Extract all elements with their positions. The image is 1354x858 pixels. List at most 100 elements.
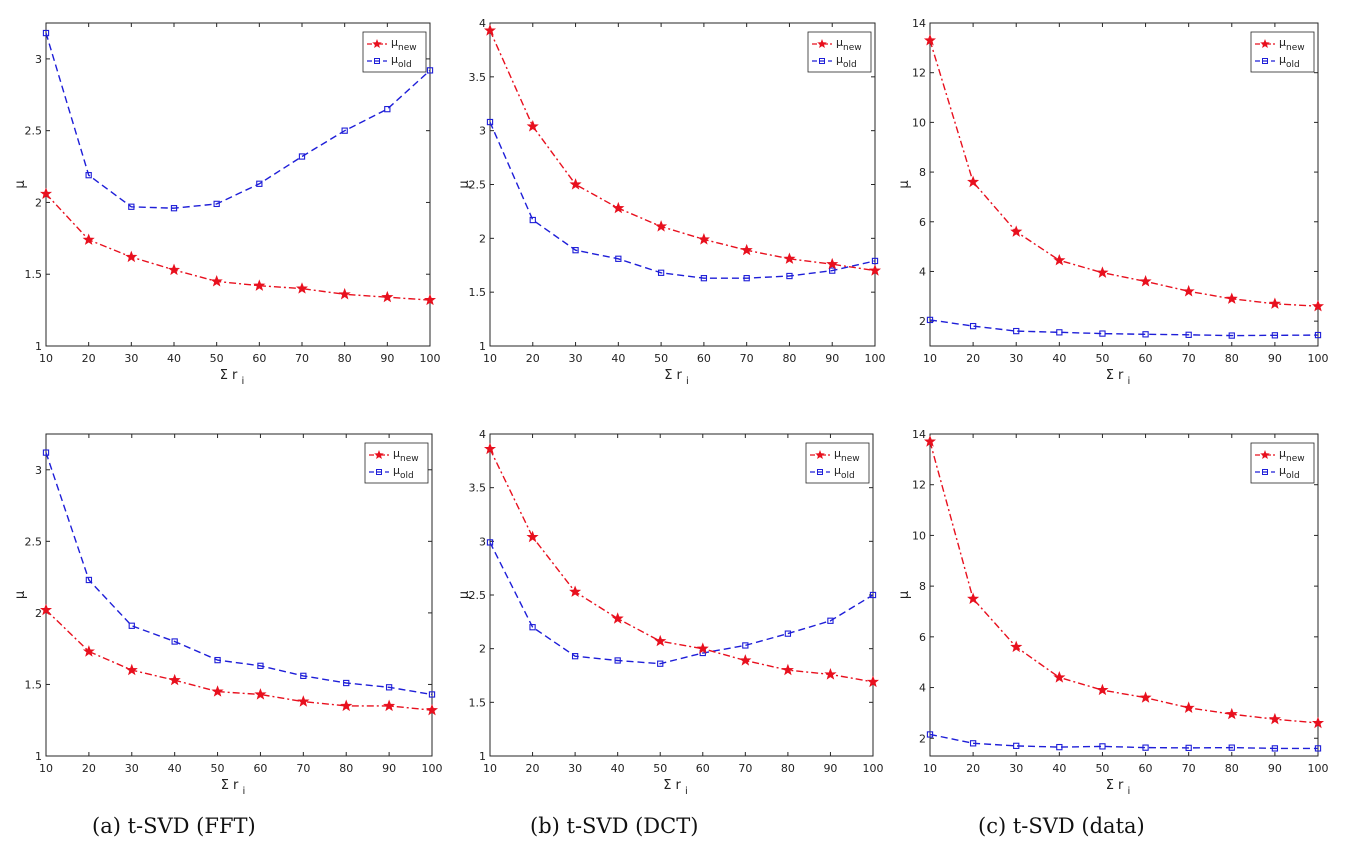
data-point-new <box>1225 707 1238 720</box>
x-tick-label: 90 <box>380 352 394 365</box>
x-tick-label: 90 <box>1268 762 1282 775</box>
data-point-old <box>428 691 436 698</box>
data-point-old <box>742 642 749 649</box>
x-tick-label: 90 <box>382 762 396 775</box>
data-point-old <box>298 153 306 160</box>
data-point-new <box>254 688 267 700</box>
x-tick-label: 80 <box>338 352 352 365</box>
x-tick-label: 90 <box>823 762 837 775</box>
legend-label-new: μnew <box>391 36 417 53</box>
x-tick-label: 10 <box>923 762 937 775</box>
legend-box <box>364 442 429 484</box>
data-point-new <box>740 243 753 256</box>
data-point-new <box>1182 284 1195 297</box>
data-point-new <box>340 699 353 712</box>
data-point-new <box>1096 683 1109 696</box>
x-tick-label: 80 <box>1225 352 1239 365</box>
data-point-old <box>426 67 434 74</box>
series-line-new <box>489 30 876 272</box>
data-point-old <box>1314 331 1322 339</box>
x-tick-label: 60 <box>252 352 266 365</box>
plot-frame <box>929 22 1319 347</box>
data-point-old <box>1228 744 1235 751</box>
data-point-new <box>210 275 223 287</box>
data-point-new <box>125 663 138 676</box>
legend-box <box>805 442 870 484</box>
legend-label-old: μold <box>836 53 857 70</box>
data-point-new <box>1268 297 1281 309</box>
plot-frame <box>489 22 876 347</box>
data-point-old <box>571 653 579 660</box>
data-point-old <box>42 449 50 456</box>
data-point-old <box>1185 331 1192 338</box>
x-tick-label: 100 <box>420 352 441 365</box>
legend-label-new: μnew <box>834 447 860 464</box>
data-point-new <box>1010 225 1023 237</box>
data-point-new <box>1053 671 1066 683</box>
x-tick-label: 100 <box>863 762 884 775</box>
data-point-new <box>338 287 351 300</box>
caption-fft: (a) t-SVD (FFT) <box>92 814 256 838</box>
data-point-old <box>1099 743 1106 750</box>
data-point-new <box>739 654 752 666</box>
y-tick-label: 2.5 <box>469 589 487 602</box>
x-tick-label: 20 <box>82 762 96 775</box>
x-tick-label: 20 <box>966 762 980 775</box>
data-point-new <box>967 175 980 188</box>
data-point-new <box>423 293 437 306</box>
data-point-new <box>696 642 709 654</box>
data-point-new <box>783 252 796 264</box>
y-tick-label: 2.5 <box>25 125 43 138</box>
y-tick-label: 3 <box>35 53 42 66</box>
data-point-new <box>125 250 138 263</box>
x-tick-label: 60 <box>253 762 267 775</box>
y-tick-label: 12 <box>912 67 926 80</box>
data-point-new <box>82 233 95 245</box>
series-line-old <box>489 542 874 665</box>
x-tick-label: 10 <box>483 352 497 365</box>
legend-label-new: μnew <box>836 36 862 53</box>
series-line-old <box>45 32 431 209</box>
x-tick-label: 10 <box>483 762 497 775</box>
y-tick-label: 1 <box>479 750 486 763</box>
legend-marker-new <box>1260 450 1270 459</box>
x-tick-label: 80 <box>339 762 353 775</box>
caption-data: (c) t-SVD (data) <box>978 814 1145 838</box>
data-point-new <box>967 592 980 605</box>
legend-label-old: μold <box>391 53 412 70</box>
x-tick-label: 100 <box>865 352 886 365</box>
y-tick-label: 8 <box>919 580 926 593</box>
plot-a-top: 10 20 30 40 50 60 70 80 90 100 1 1.5 2 2.5 3 Σ r i μ μnew… <box>13 22 441 387</box>
data-point-old <box>85 172 92 179</box>
x-tick-label: 20 <box>966 352 980 365</box>
legend-label-old: μold <box>1279 464 1300 481</box>
data-point-new <box>1139 691 1152 703</box>
x-tick-label: 10 <box>923 352 937 365</box>
x-tick-label: 30 <box>1009 762 1023 775</box>
y-tick-label: 2.5 <box>469 179 487 192</box>
data-point-old <box>385 684 393 691</box>
x-tick-label: 70 <box>740 352 754 365</box>
legend-marker-new <box>374 450 384 459</box>
data-point-new <box>1010 640 1023 653</box>
y-tick-label: 3 <box>35 464 42 477</box>
data-point-new <box>1182 701 1195 714</box>
data-point-new <box>1096 266 1109 278</box>
data-point-old <box>341 127 348 134</box>
x-tick-label: 40 <box>167 352 181 365</box>
y-tick-label: 1 <box>479 340 486 353</box>
data-point-new <box>697 233 710 245</box>
series-line-old <box>489 121 876 279</box>
data-point-old <box>486 539 494 546</box>
series-line-old <box>929 319 1319 337</box>
x-axis-label: Σ r i <box>220 368 245 387</box>
legend-box <box>1250 442 1315 484</box>
data-point-old <box>1142 331 1149 338</box>
data-point-new <box>295 282 309 294</box>
legend-label-new: μnew <box>1279 447 1305 464</box>
x-tick-label: 50 <box>1095 762 1109 775</box>
data-point-new <box>569 585 582 597</box>
y-tick-label: 2 <box>479 232 486 245</box>
legend-label-new: μnew <box>1279 36 1305 53</box>
